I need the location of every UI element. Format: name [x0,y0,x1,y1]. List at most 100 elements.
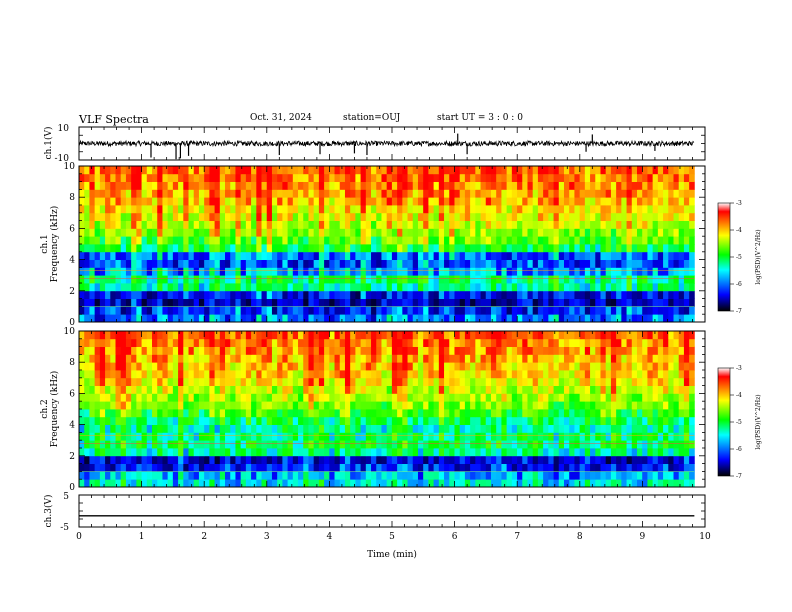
spec1-cell [318,212,325,221]
spec1-cell [261,197,268,206]
spec2-cell [595,455,601,464]
spec2-cell [574,362,581,371]
spec1-cell [558,212,565,221]
spec1-cell [678,251,685,260]
spec1-cell [141,197,148,206]
spec2-cell [616,409,622,418]
spec1-cell [105,197,111,206]
spec2-cell [569,346,575,355]
spec1-cell [183,189,189,198]
spec1-cell [318,283,325,292]
spec2-cell [204,416,210,425]
spec2-cell [240,393,247,402]
spec2-cell [449,455,455,464]
spec1-cell [167,220,174,229]
spec2-cell [225,424,231,433]
spec1-cell [298,275,304,284]
spec2-cell [193,424,200,433]
spec2-cell [334,362,341,371]
spec2-cell [324,393,330,402]
spec1-cell [501,220,508,229]
spec1-cell [188,306,195,315]
spec2-cell [631,440,638,449]
spec2-cell [178,401,184,410]
spec1-cell [120,283,127,292]
spec1-cell [157,267,163,276]
spec1-cell [292,181,299,190]
spec2-cell [277,370,283,379]
spec1-cell [157,197,163,206]
spec1-cell [198,306,205,315]
spec1-cell [251,283,257,292]
spec1-cell [219,205,226,214]
spec2-cell [277,409,283,418]
spec1-cell [485,189,492,198]
spec1-cell [157,244,163,253]
spec1-cell [287,275,294,284]
spec1-cell [219,228,226,237]
spec2-cell [517,463,523,472]
spec2-cell [178,377,184,386]
spec1-cell [152,173,158,182]
spec2-cell [579,393,586,402]
spec1-cell [449,290,455,299]
spec1-cell [84,283,90,292]
spec2-cell [329,479,335,488]
spec2-cell [204,385,210,394]
spec2-cell [636,377,643,386]
spec2-cell [506,416,513,425]
spec1-cell [517,290,523,299]
spec1-cell [423,290,429,299]
spec2-cell [381,393,388,402]
spec1-cell [141,283,148,292]
spec1-cell [407,275,414,284]
spec1-cell [490,236,497,245]
spec1-cell [689,298,695,307]
spec2-cell [621,409,627,418]
spec1-cell [423,173,429,182]
spec1-cell [146,298,153,307]
spec1-cell [115,189,122,198]
spec2-cell [506,393,513,402]
spec1-cell [683,275,690,284]
spec1-cell [647,197,654,206]
spec2-cell [506,354,513,363]
spec2-cell [449,370,455,379]
spec2-cell [657,377,664,386]
spec1-cell [506,259,513,268]
spec2-cell [621,338,627,347]
spec2-cell [470,385,476,394]
spec2-cell [423,354,429,363]
spec2-cell [485,370,492,379]
spec1-cell [308,306,315,315]
spec1-cell [652,283,659,292]
spec2-cell [105,354,111,363]
spec2-cell [125,362,132,371]
spec1-cell [501,275,508,284]
spec1-cell [376,236,382,245]
spec1-cell [423,228,429,237]
spec2-cell [94,416,101,425]
spec2-cell [193,471,200,480]
spec2-cell [490,424,497,433]
spec1-cell [167,189,174,198]
spec2-cell [162,424,169,433]
spec1-cell [543,189,549,198]
spec1-cell [209,244,215,253]
spec2-cell [548,338,554,347]
spec1-cell [188,173,195,182]
spec1-cell [219,306,226,315]
spec2-cell [115,463,122,472]
spec1-cell [579,267,586,276]
spec2-cell [537,370,544,379]
spec1-cell [282,290,288,299]
spec2-cell [511,346,518,355]
spec1-cell [464,275,471,284]
spec2-cell [532,338,539,347]
spec2-cell [266,424,273,433]
spec2-cell [449,338,455,347]
spec1-cell [125,306,132,315]
spec1-cell [391,259,398,268]
spec2-cell [537,432,544,441]
spec1-cell [496,189,502,198]
